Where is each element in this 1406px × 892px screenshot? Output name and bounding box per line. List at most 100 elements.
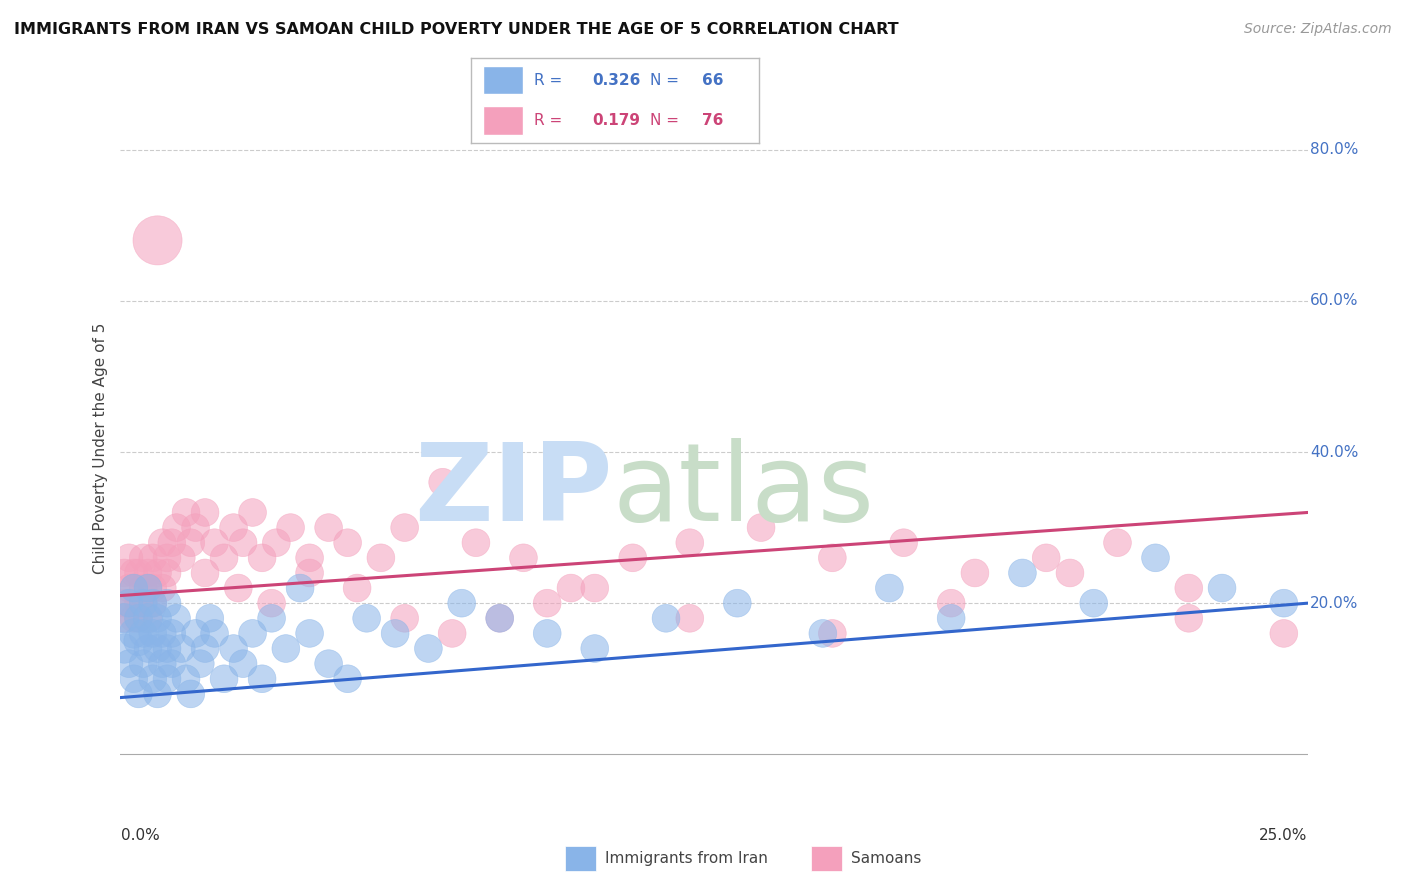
Point (811, 626, 834, 640)
Point (488, 611, 510, 625)
Point (132, 657, 155, 671)
Point (142, 596, 165, 610)
Point (166, 611, 188, 625)
Point (274, 641, 297, 656)
Point (212, 550, 235, 565)
Point (160, 535, 183, 549)
Point (112, 611, 135, 625)
Text: R =: R = (534, 72, 568, 87)
Point (146, 566, 169, 580)
Point (432, 475, 454, 490)
Point (679, 611, 702, 625)
Point (128, 596, 150, 610)
Point (394, 520, 416, 534)
Point (132, 596, 155, 610)
Point (128, 611, 150, 625)
Point (204, 535, 226, 549)
Text: N =: N = (650, 113, 683, 128)
Point (512, 550, 534, 565)
Point (893, 535, 915, 549)
Point (128, 634, 150, 648)
Text: 66: 66 (702, 72, 723, 87)
Point (118, 550, 141, 565)
Point (136, 581, 159, 595)
Point (174, 506, 197, 520)
Point (194, 641, 217, 656)
Point (204, 626, 226, 640)
Point (170, 641, 193, 656)
Point (336, 535, 359, 549)
Point (232, 535, 254, 549)
Point (136, 611, 159, 625)
Point (260, 596, 283, 610)
Point (464, 535, 488, 549)
Point (136, 581, 159, 595)
Point (963, 566, 986, 580)
Point (142, 596, 165, 610)
Point (318, 657, 340, 671)
Point (222, 520, 245, 534)
Point (336, 672, 359, 686)
Point (146, 687, 169, 701)
Point (1107, 535, 1129, 549)
Point (112, 566, 135, 580)
Point (560, 581, 582, 595)
Point (118, 657, 141, 671)
Point (260, 611, 283, 625)
Point (122, 566, 145, 580)
Point (939, 611, 962, 625)
Point (132, 550, 155, 565)
Point (112, 596, 135, 610)
Point (394, 611, 416, 625)
Point (142, 626, 165, 640)
Point (346, 581, 368, 595)
Point (450, 596, 472, 610)
Point (112, 641, 135, 656)
Point (136, 566, 159, 580)
Point (146, 233, 169, 247)
Text: Samoans: Samoans (851, 851, 921, 865)
Point (180, 535, 202, 549)
Point (132, 626, 155, 640)
Text: 25.0%: 25.0% (1260, 829, 1308, 843)
Point (156, 566, 179, 580)
Point (232, 657, 254, 671)
Point (384, 626, 406, 640)
Point (150, 657, 173, 671)
Text: 40.0%: 40.0% (1310, 444, 1358, 459)
Point (1083, 596, 1105, 610)
Point (370, 550, 392, 565)
Text: 76: 76 (702, 113, 723, 128)
Text: 0.0%: 0.0% (121, 829, 160, 843)
Point (1178, 611, 1201, 625)
Point (142, 581, 165, 595)
Point (725, 596, 748, 610)
Point (821, 550, 844, 565)
Point (166, 520, 188, 534)
Point (136, 641, 159, 656)
Point (198, 611, 221, 625)
Point (118, 581, 141, 595)
Point (536, 626, 558, 640)
Point (536, 596, 558, 610)
Point (821, 626, 844, 640)
Point (122, 611, 145, 625)
Point (188, 657, 211, 671)
Point (184, 626, 207, 640)
Point (146, 611, 169, 625)
Point (298, 566, 321, 580)
Point (122, 626, 145, 640)
Point (184, 520, 207, 534)
Point (879, 581, 901, 595)
Point (128, 687, 150, 701)
Y-axis label: Child Poverty Under the Age of 5: Child Poverty Under the Age of 5 (93, 323, 108, 574)
Point (242, 626, 264, 640)
Point (142, 550, 165, 565)
Point (222, 641, 245, 656)
Point (749, 520, 772, 534)
Point (655, 611, 678, 625)
Point (1178, 581, 1201, 595)
Point (212, 672, 235, 686)
Point (621, 550, 644, 565)
Point (298, 626, 321, 640)
